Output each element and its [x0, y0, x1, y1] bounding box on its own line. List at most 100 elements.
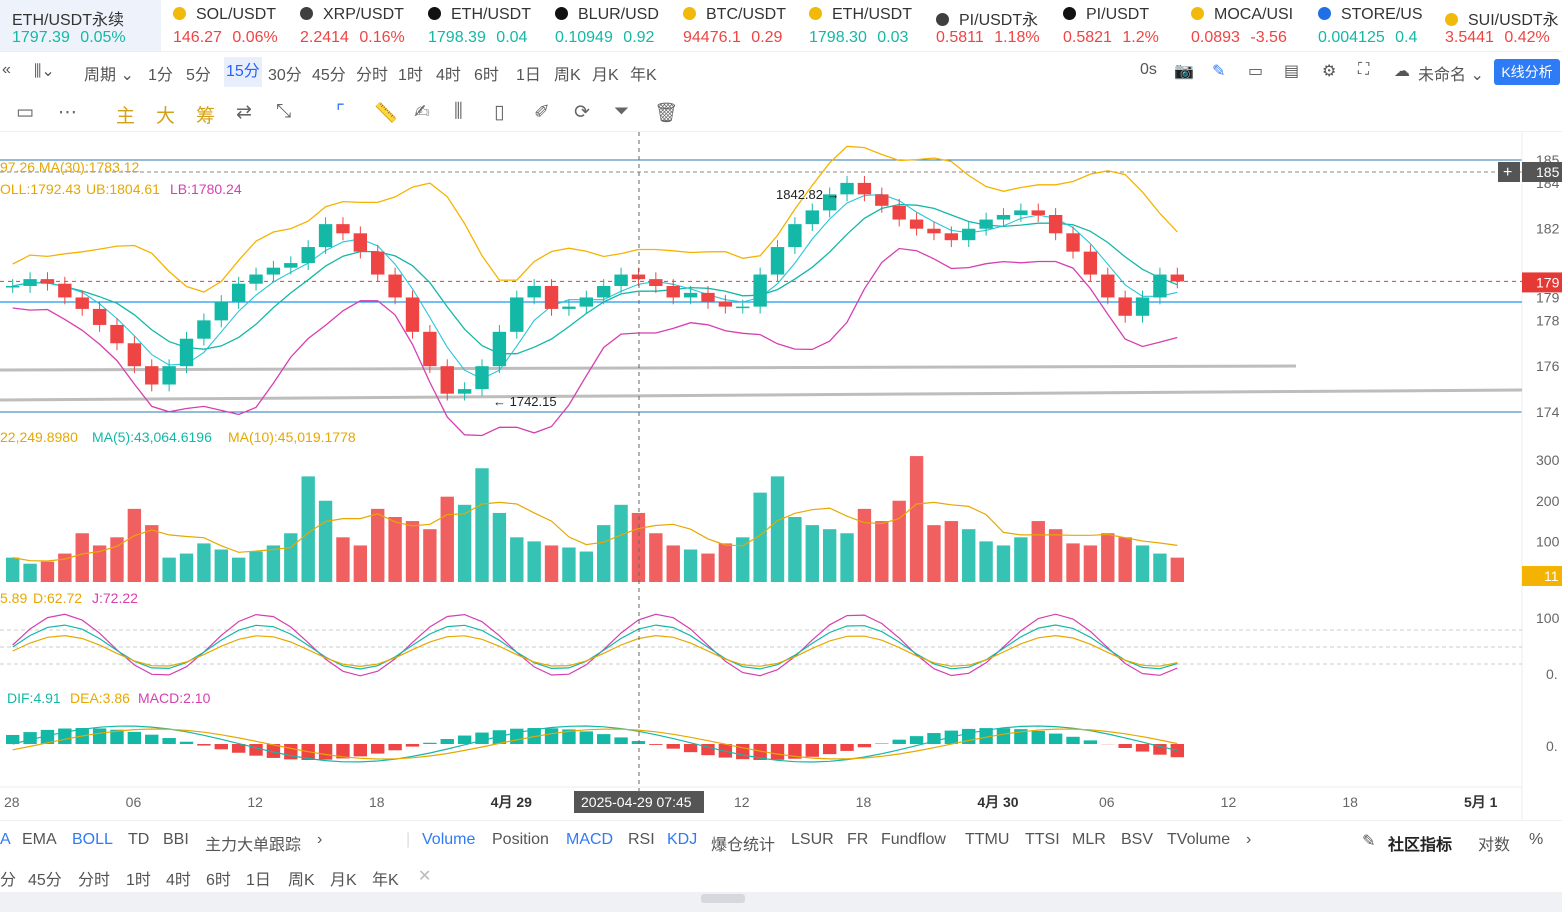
indicator-toggle[interactable]: KDJ [667, 831, 698, 848]
add-alert-button[interactable] [1498, 162, 1520, 182]
calendar-icon[interactable]: ▯ [494, 102, 505, 123]
period-tab[interactable]: 分时 [356, 67, 389, 84]
indicator-toggle[interactable]: RSI [628, 831, 655, 848]
candle-body [405, 297, 420, 332]
ticker-item[interactable]: ETH/USDT 1798.39 0.04 [416, 0, 543, 51]
panel-resize-bar[interactable] [0, 892, 1562, 912]
ticker-item[interactable]: PI/USDT永 0.5811 1.18% [924, 0, 1051, 51]
quick-period[interactable]: 1时 [126, 872, 151, 889]
macd-histogram [6, 725, 1184, 763]
indicator-toggle[interactable]: EMA [22, 831, 57, 848]
settings-icon[interactable]: ⚙ [1322, 63, 1337, 80]
ticker-item[interactable]: ETH/USDT 1798.30 0.03 [797, 0, 924, 51]
ruler-icon[interactable]: 📏 [374, 103, 398, 124]
ticker-item[interactable]: PI/USDT 0.5821 1.2% [1051, 0, 1179, 51]
template-icon[interactable]: ▤ [1284, 63, 1300, 80]
indicator-toggle[interactable]: 对数 [1478, 837, 1511, 854]
candle-type-icon[interactable]: ⫼⌄ [34, 63, 55, 80]
ticker-item[interactable]: MOCA/USI 0.0893 -3.56 [1179, 0, 1306, 51]
magnet-icon[interactable]: ⟳ [574, 102, 590, 123]
ticker-name: SOL/USDT [196, 6, 277, 23]
ticker-item[interactable]: ETH/USDT永续 1797.39 0.05% [0, 0, 161, 51]
cloud-icon[interactable]: ☁ [1394, 63, 1410, 80]
indicator-toggle[interactable]: BSV [1121, 831, 1154, 848]
period-tab[interactable]: 1时 [398, 67, 423, 84]
indicator-toggle[interactable]: TTMU [965, 831, 1010, 848]
indicator-toggle[interactable]: TTSI [1025, 831, 1060, 848]
big-order-button[interactable]: 大 [156, 106, 176, 127]
period-tab[interactable]: 45分 [312, 67, 346, 84]
period-tab[interactable]: 年K [630, 67, 657, 84]
quick-period[interactable]: 分 [0, 872, 17, 889]
collapse-icon[interactable]: « [2, 61, 11, 78]
ticker-item[interactable]: BLUR/USD 0.10949 0.92 [543, 0, 671, 51]
period-dropdown[interactable]: 周期 ⌄ [84, 67, 134, 84]
ticker-symbol: ETH/USDT [809, 6, 912, 24]
period-tab[interactable]: 4时 [436, 67, 461, 84]
ticker-item[interactable]: XRP/USDT 2.2414 0.16% [288, 0, 416, 51]
period-tab[interactable]: 1日 [516, 67, 541, 84]
main-force-button[interactable]: 主 [116, 106, 136, 127]
period-tab[interactable]: 30分 [268, 67, 302, 84]
fullscreen-icon[interactable]: ⛶ [1358, 61, 1370, 78]
indicator-toggle[interactable]: LSUR [791, 831, 834, 848]
close-icon[interactable]: ✕ [418, 868, 432, 885]
trend-line-1[interactable] [0, 364, 1297, 372]
edit-icon[interactable]: ✎ [1362, 833, 1376, 850]
indicator-toggle[interactable]: Volume [422, 831, 476, 848]
rectangle-icon[interactable]: ▭ [16, 102, 34, 123]
chip-button[interactable]: 筹 [196, 106, 216, 127]
indicator-toggle[interactable]: BBI [163, 831, 189, 848]
chart-area[interactable]: 185184182179178176174179185+300200100111… [0, 132, 1562, 820]
period-tab[interactable]: 周K [554, 67, 581, 84]
camera-icon[interactable]: 📷 [1174, 63, 1194, 80]
indicator-toggle[interactable]: 主力大单跟踪 [205, 837, 302, 854]
indicator-toggle[interactable]: Fundflow [881, 831, 946, 848]
indicator-toggle[interactable]: MACD [566, 831, 614, 848]
indicator-toggle[interactable]: TD [128, 831, 150, 848]
trash-icon[interactable]: 🗑 [654, 103, 679, 124]
quick-period[interactable]: 1日 [246, 872, 271, 889]
period-tab[interactable]: 6时 [474, 67, 499, 84]
quick-period[interactable]: 周K [288, 872, 315, 889]
quick-period[interactable]: 月K [330, 872, 357, 889]
note-icon[interactable]: ✐ [534, 102, 550, 123]
ticker-item[interactable]: SUI/USDT永 3.5441 0.42% [1433, 0, 1562, 51]
cursor-icon[interactable]: ⌜ [336, 102, 345, 123]
quick-period[interactable]: 45分 [28, 872, 62, 889]
trend-line-2[interactable] [0, 388, 1523, 402]
indicator-toggle[interactable]: BOLL [72, 831, 113, 848]
quick-period[interactable]: 年K [372, 872, 399, 889]
indicator-toggle[interactable]: Position [492, 831, 549, 848]
indicator-toggle[interactable]: FR [847, 831, 869, 848]
compare-icon[interactable]: ⇄ [236, 102, 252, 123]
ticker-item[interactable]: STORE/US 0.004125 0.4 [1306, 0, 1433, 51]
ticker-item[interactable]: SOL/USDT 146.27 0.06% [161, 0, 288, 51]
period-tab[interactable]: 15分 [224, 57, 262, 87]
kline-analysis-button[interactable]: K线分析 [1494, 59, 1560, 85]
brush-icon[interactable]: ✍ [414, 102, 430, 123]
period-tab[interactable]: 5分 [186, 67, 211, 84]
indicator-toggle[interactable]: › [317, 831, 323, 848]
indicator-toggle[interactable]: MLR [1072, 831, 1106, 848]
filter-icon[interactable]: ⏷ [614, 101, 630, 122]
quick-period[interactable]: 分时 [78, 872, 111, 889]
window-icon[interactable]: ▭ [1248, 63, 1264, 80]
indicator-toggle[interactable]: 爆仓统计 [711, 837, 776, 854]
trend-icon[interactable]: ⤡ [276, 101, 292, 122]
indicator-toggle[interactable]: › [1246, 831, 1252, 848]
period-tab[interactable]: 1分 [148, 67, 173, 84]
indicator-toggle[interactable]: TVolume [1167, 831, 1231, 848]
indicator-icon[interactable]: ⫼ [454, 101, 463, 122]
indicator-toggle[interactable]: A [0, 831, 11, 848]
indicator-toggle[interactable]: % [1529, 831, 1544, 848]
quick-period[interactable]: 6时 [206, 872, 231, 889]
period-tab[interactable]: 月K [592, 67, 619, 84]
ticker-item[interactable]: BTC/USDT 94476.1 0.29 [671, 0, 797, 51]
resize-handle[interactable] [701, 894, 745, 903]
indicator-toggle[interactable]: 社区指标 [1388, 837, 1453, 854]
more-icon[interactable]: ⋯ [58, 102, 77, 123]
quick-period[interactable]: 4时 [166, 872, 191, 889]
pencil-icon[interactable]: ✎ [1212, 63, 1226, 80]
layout-name[interactable]: 未命名 ⌄ [1418, 67, 1484, 84]
